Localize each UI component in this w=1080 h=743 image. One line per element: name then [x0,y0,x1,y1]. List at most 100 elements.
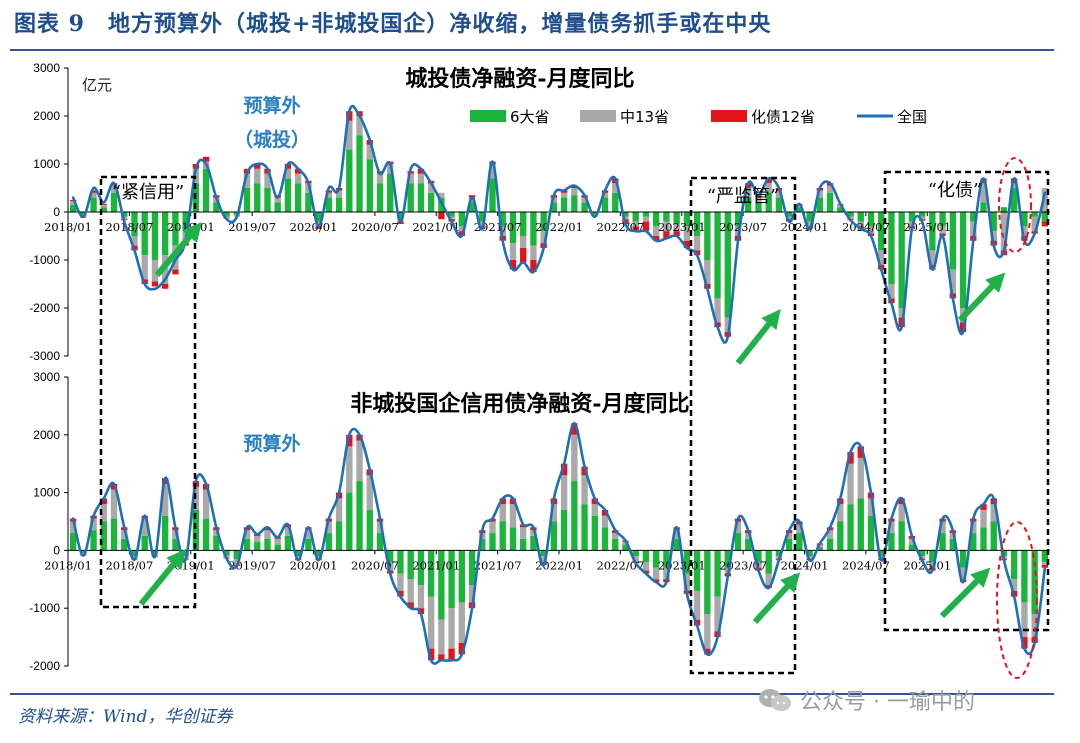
bar-s6 [100,207,107,212]
bar-s12 [254,164,261,169]
bar-s6 [816,547,824,551]
bar-s12 [673,231,680,236]
bar-s13 [315,221,322,227]
bar-s6 [847,212,854,217]
bar-s6 [121,212,128,217]
bar-s6 [407,183,414,212]
watermark: 公众号 · 一瑜中的 [758,684,975,716]
bar-s12 [601,509,609,516]
bar-s13 [100,504,107,522]
bar-s6 [110,192,118,212]
bar-s12 [847,452,854,464]
bar-s6 [499,521,506,551]
x-tick-label: 2020/07 [351,558,399,572]
bar-s13 [1011,183,1018,188]
bar-s13 [243,530,251,539]
bar-s6 [571,481,578,551]
bar-s6 [243,188,251,212]
bar-s13 [734,521,742,534]
bar-s13 [970,221,977,236]
bar-s6 [571,195,578,212]
y-tick-label: -3000 [29,349,60,363]
y-tick-label: -1000 [29,601,60,615]
bar-s6 [867,212,875,227]
bar-s13 [233,559,240,565]
bar-s6 [427,550,435,597]
legend-item: 6大省 [470,108,550,126]
bar-s13 [745,188,752,198]
bar-s13 [274,538,281,545]
bar-s6 [601,197,609,212]
bar-s13 [693,590,701,620]
bar-s6 [683,550,691,574]
bar-s6 [182,212,189,232]
bar-s6 [816,197,824,212]
bar-s12 [520,248,527,263]
bar-s13 [530,530,537,536]
bar-s13 [417,585,425,609]
bar-s6 [376,183,384,212]
legend-label: 6大省 [510,108,550,126]
bar-s6 [949,538,956,551]
bar-s6 [806,550,813,557]
bar-s13 [213,530,220,536]
bar-s6 [612,538,619,551]
bar-s13 [898,308,905,318]
bar-s6 [356,481,363,551]
bar-s6 [806,212,813,222]
bar-s6 [673,212,680,224]
bar-s13 [407,173,414,184]
bar-s13 [243,173,251,188]
bar-s13 [69,200,77,205]
bar-s6 [581,504,588,551]
bar-s13 [448,216,455,220]
bar-s6 [540,550,547,557]
x-tick-label: 2018/01 [44,220,92,234]
bar-s13 [704,613,711,649]
bar-s6 [346,492,353,551]
bar-s6 [151,212,159,260]
bar-s13 [1041,561,1049,565]
bar-s6 [1031,550,1038,614]
bar-s13 [427,596,435,649]
series-line-national [71,104,1047,344]
bar-s13 [601,192,609,198]
bar-s13 [1000,212,1008,251]
bar-s6 [734,212,742,227]
bar-s13 [530,245,537,260]
bar-s13 [560,475,568,510]
bar-s6 [162,212,169,256]
bar-s6 [755,202,762,212]
bar-s6 [1021,212,1028,227]
bar-s6 [121,538,128,551]
bar-s13 [468,585,476,603]
bar-s6 [1011,550,1018,580]
box-label: “化债” [928,180,982,201]
bar-s6 [1021,550,1028,603]
bar-s6 [520,538,527,551]
bar-s12 [162,284,169,289]
bar-s6 [898,212,905,308]
dashed-box [883,170,1050,632]
bar-s13 [294,556,302,560]
bar-s6 [479,538,486,551]
bar-s13 [826,185,834,193]
bar-s6 [796,207,803,212]
bar-s6 [90,530,97,551]
bar-s13 [264,530,271,539]
bar-s6 [509,527,517,551]
bar-s6 [1041,550,1049,562]
bar-s13 [775,190,783,198]
bar-s6 [704,212,711,260]
bar-s12 [346,434,353,447]
source-rule [10,693,1054,695]
bar-s6 [325,533,333,551]
bar-s12 [448,648,455,661]
bar-s6 [796,533,803,551]
bar-s13 [90,192,97,198]
bar-s6 [172,538,179,551]
bar-s6 [990,521,997,551]
bar-s6 [857,212,864,222]
bar-s6 [591,212,598,215]
bar-s6 [939,212,946,227]
